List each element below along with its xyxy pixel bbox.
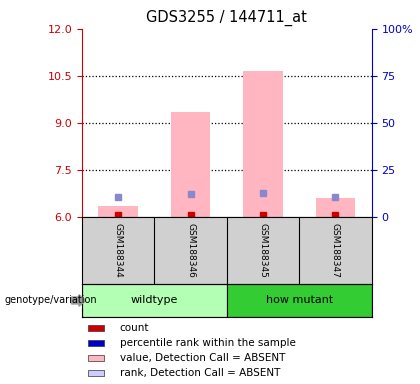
Text: GSM188344: GSM188344 (114, 223, 123, 278)
Bar (88, 370, 104, 376)
Bar (315, 198, 355, 217)
Text: GSM188346: GSM188346 (186, 223, 195, 278)
Bar (227, 284, 372, 317)
Text: count: count (120, 323, 149, 333)
Bar (98, 206, 138, 217)
Text: wildtype: wildtype (131, 295, 178, 306)
Text: percentile rank within the sample: percentile rank within the sample (120, 338, 295, 348)
Bar (82, 284, 227, 317)
Bar (88, 355, 104, 361)
Text: GSM188345: GSM188345 (259, 223, 268, 278)
Text: rank, Detection Call = ABSENT: rank, Detection Call = ABSENT (120, 368, 280, 378)
Bar (243, 71, 283, 217)
Text: value, Detection Call = ABSENT: value, Detection Call = ABSENT (120, 353, 285, 363)
Text: GSM188347: GSM188347 (331, 223, 340, 278)
Bar (88, 325, 104, 331)
Text: genotype/variation: genotype/variation (4, 295, 97, 306)
Text: how mutant: how mutant (265, 295, 333, 306)
Bar (88, 340, 104, 346)
Title: GDS3255 / 144711_at: GDS3255 / 144711_at (146, 10, 307, 26)
Bar (171, 112, 210, 217)
